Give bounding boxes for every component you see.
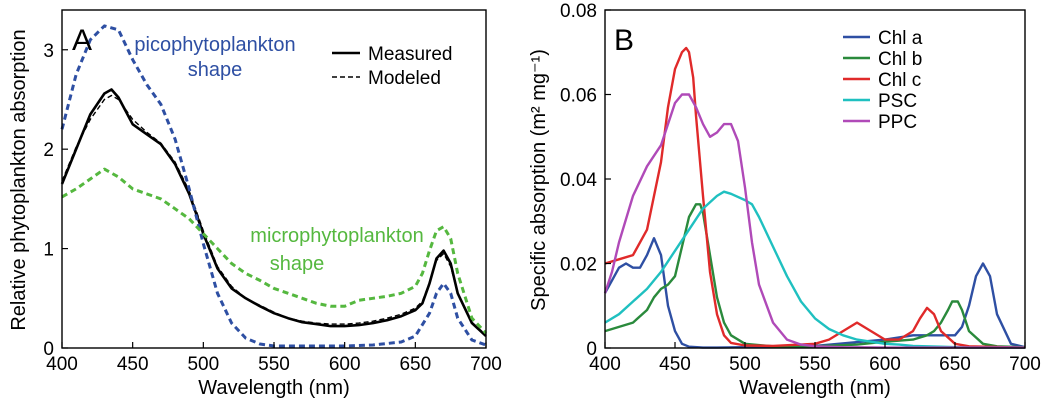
legend-label-measured: Measured xyxy=(368,44,453,65)
panel-a-y-tick-label: 0 xyxy=(43,339,54,360)
annotation-microphytoplankton-line1: microphytoplankton xyxy=(250,225,423,247)
panel-a-x-tick-label: 550 xyxy=(258,354,290,375)
panel-b-y-tick-label: 0.06 xyxy=(560,86,597,107)
panel-a-y-tick-label: 1 xyxy=(43,240,54,261)
panel-b-letter: B xyxy=(614,24,634,57)
panel-a-x-axis-label: Wavelength (nm) xyxy=(198,377,350,399)
panel-b-x-tick-label: 650 xyxy=(939,354,971,375)
legend-label-ppc: PPC xyxy=(878,112,917,133)
series-line-ppc xyxy=(603,93,1025,349)
panel-a-ticks: 400 450 500 550 600 650 700 0 1 2 3 xyxy=(43,41,501,375)
panel-a-legend: Measured Modeled xyxy=(332,44,453,89)
panel-b-x-axis-label: Wavelength (nm) xyxy=(739,377,891,399)
panel-a-x-tick-label: 700 xyxy=(470,354,502,375)
legend-label-modeled: Modeled xyxy=(368,68,441,89)
panel-b-y-tick-label: 0.08 xyxy=(560,1,597,22)
annotation-picophytoplankton-line1: picophytoplankton xyxy=(134,34,295,56)
annotation-picophytoplankton-line2: shape xyxy=(188,59,243,81)
legend-label-chl-c: Chl c xyxy=(878,70,921,91)
series-line-chl-a xyxy=(603,237,1026,349)
legend-label-chl-a: Chl a xyxy=(878,28,923,49)
series-line-chl-b xyxy=(604,203,1026,349)
panel-a-letter: A xyxy=(72,24,92,57)
panel-a-x-tick-label: 600 xyxy=(329,354,361,375)
panel-a-x-tick-label: 500 xyxy=(187,354,219,375)
panel-b-x-tick-label: 500 xyxy=(729,354,761,375)
panel-b-ticks: 400 450 500 550 600 650 700 0 0.02 0.04 0.06 0.08 xyxy=(560,1,1041,375)
panel-a-x-tick-label: 450 xyxy=(117,354,149,375)
panel-b-y-tick-label: 0 xyxy=(586,339,597,360)
legend-label-chl-b: Chl b xyxy=(878,49,922,70)
panel-b-x-tick-label: 400 xyxy=(589,354,621,375)
legend-label-psc: PSC xyxy=(878,91,917,112)
panel-a-x-tick-label: 400 xyxy=(46,354,78,375)
panel-a-x-tick-label: 650 xyxy=(399,354,431,375)
annotation-microphytoplankton-line2: shape xyxy=(270,253,325,275)
series-line-microphytoplankton xyxy=(61,167,488,335)
panel-b-x-tick-label: 600 xyxy=(869,354,901,375)
panel-b-series xyxy=(603,46,1026,349)
panel-a-y-axis-label: Relative phytoplankton absorption xyxy=(8,29,30,330)
chart-panel-b: 400 450 500 550 600 650 700 0 0.02 0.04 0.06 0.08 B… xyxy=(528,1,1041,399)
panel-a-y-tick-label: 3 xyxy=(43,41,54,62)
chart-panel-a: 400 450 500 550 600 650 700 0 1 2 3 A picophytopla… xyxy=(8,9,502,399)
series-line-chl-c xyxy=(604,46,1026,349)
panel-b-x-tick-label: 550 xyxy=(799,354,831,375)
panel-a-y-tick-label: 2 xyxy=(43,140,54,161)
panel-b-y-axis-label: Specific absorption (m² mg⁻¹) xyxy=(528,49,550,311)
series-line-measured xyxy=(60,88,487,338)
panel-b-x-tick-label: 450 xyxy=(659,354,691,375)
panel-b-y-tick-label: 0.02 xyxy=(560,255,597,276)
series-line-psc xyxy=(604,190,1025,349)
panel-b-x-tick-label: 700 xyxy=(1009,354,1041,375)
series-line-modeled xyxy=(61,94,487,336)
panel-b-y-tick-label: 0.04 xyxy=(560,170,597,191)
